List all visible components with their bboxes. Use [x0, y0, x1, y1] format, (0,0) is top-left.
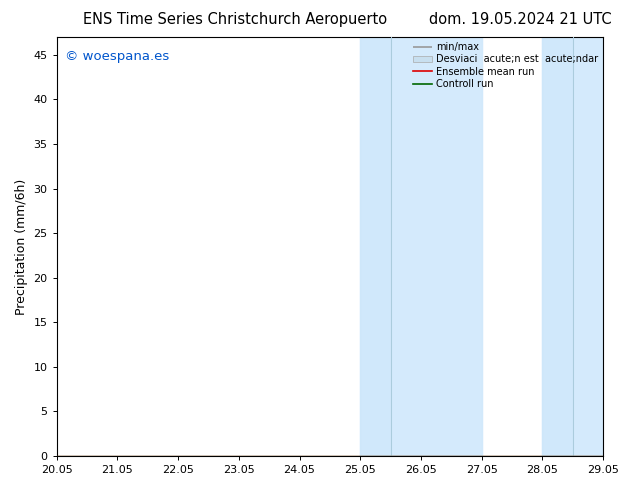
Bar [360, 37, 391, 456]
Bar [573, 37, 603, 456]
Bar [542, 37, 573, 456]
Text: © woespana.es: © woespana.es [65, 49, 169, 63]
Y-axis label: Precipitation (mm/6h): Precipitation (mm/6h) [15, 178, 28, 315]
Text: dom. 19.05.2024 21 UTC: dom. 19.05.2024 21 UTC [429, 12, 611, 27]
Bar [360, 37, 482, 456]
Text: ENS Time Series Christchurch Aeropuerto: ENS Time Series Christchurch Aeropuerto [82, 12, 387, 27]
Bar [542, 37, 603, 456]
Legend: min/max, Desviaci  acute;n est  acute;ndar, Ensemble mean run, Controll run: min/max, Desviaci acute;n est acute;ndar… [411, 40, 600, 91]
Bar [391, 37, 482, 456]
